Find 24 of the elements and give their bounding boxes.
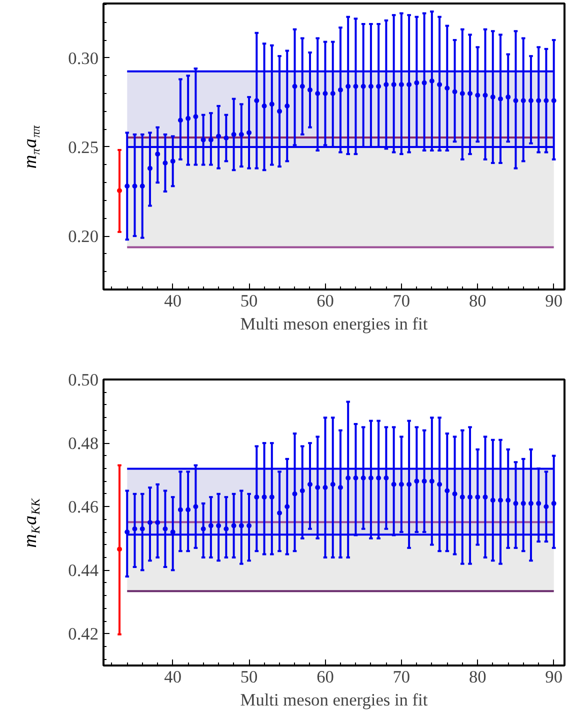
x-tick-label: 90 [545, 292, 562, 310]
x-tick-label: 40 [164, 292, 182, 310]
x-tick-label: 50 [240, 292, 258, 310]
x-tick-label: 40 [164, 668, 182, 686]
x-tick-label: 80 [468, 668, 486, 686]
y-tick-label: 0.20 [68, 227, 99, 246]
y-tick-label: 0.46 [68, 498, 99, 517]
x-tick-label: 70 [392, 668, 410, 686]
x-tick-label: 90 [545, 668, 562, 686]
y-axis-title: mKaKK [20, 498, 42, 548]
y-tick-label: 0.25 [68, 138, 99, 157]
x-tick-label: 60 [316, 668, 334, 686]
y-tick-label: 0.30 [68, 48, 99, 68]
y-tick-label: 0.48 [68, 434, 99, 454]
x-tick-label: 60 [316, 292, 334, 310]
y-axis-title: mπaππ [20, 124, 42, 169]
x-axis-title: Multi meson energies in fit [240, 314, 428, 334]
y-tick-label: 0.44 [68, 561, 99, 580]
x-tick-label: 80 [468, 292, 486, 310]
x-axis-title: Multi meson energies in fit [240, 690, 428, 710]
x-tick-label: 50 [240, 668, 258, 686]
y-tick-label: 0.42 [68, 624, 99, 644]
y-tick-label: 0.50 [68, 370, 99, 390]
x-tick-label: 70 [392, 292, 410, 310]
